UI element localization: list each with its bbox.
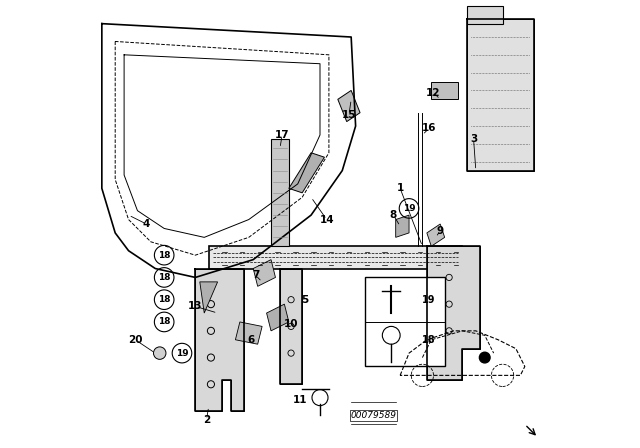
Polygon shape [427,246,480,380]
Text: 19: 19 [403,204,415,213]
Text: 9: 9 [436,226,444,236]
Polygon shape [280,268,302,384]
Text: 5: 5 [301,295,308,305]
Text: 19: 19 [422,295,436,305]
Text: 19: 19 [175,349,188,358]
Polygon shape [253,260,275,286]
Polygon shape [236,322,262,344]
Polygon shape [267,304,289,331]
Text: 4: 4 [143,219,150,229]
Text: 15: 15 [342,110,356,120]
Text: 8: 8 [390,210,397,220]
Text: 14: 14 [319,215,334,224]
Polygon shape [467,19,534,171]
Polygon shape [338,90,360,121]
FancyBboxPatch shape [365,277,445,366]
Text: 2: 2 [203,415,210,425]
Polygon shape [396,215,409,237]
FancyBboxPatch shape [271,139,289,246]
Circle shape [154,347,166,359]
Polygon shape [200,282,218,313]
Text: 7: 7 [252,270,259,280]
Text: 18: 18 [158,318,170,327]
Circle shape [479,352,490,363]
Text: 00079589: 00079589 [351,411,396,420]
Text: 3: 3 [470,134,477,144]
Text: 16: 16 [422,123,436,133]
Text: 12: 12 [426,88,441,98]
Text: 17: 17 [275,130,289,140]
Text: 18: 18 [158,295,170,304]
Text: 11: 11 [292,395,307,405]
Text: 1: 1 [397,183,404,194]
Text: 6: 6 [248,335,255,345]
Text: 18: 18 [158,273,170,282]
Text: 13: 13 [188,302,203,311]
FancyBboxPatch shape [467,6,502,24]
Text: 20: 20 [128,335,143,345]
Text: 18: 18 [422,335,436,345]
FancyBboxPatch shape [209,246,463,268]
Polygon shape [289,153,324,193]
Text: 10: 10 [284,319,298,329]
Polygon shape [195,268,244,411]
Polygon shape [427,224,445,246]
Polygon shape [431,82,458,99]
Text: 18: 18 [158,251,170,260]
